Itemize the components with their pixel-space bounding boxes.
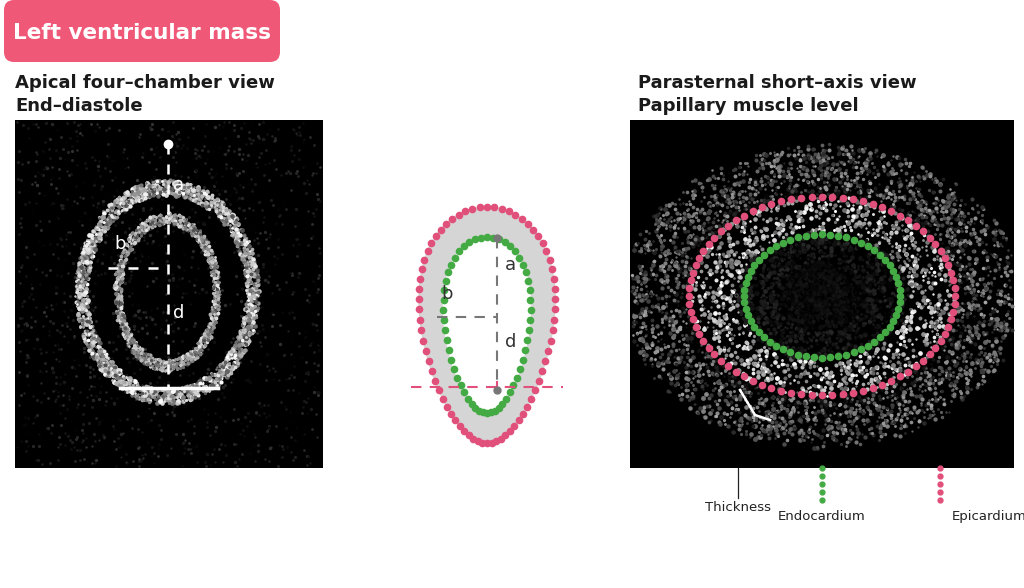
Polygon shape (443, 237, 530, 413)
Text: b: b (441, 285, 453, 303)
Bar (630, 120, 1014, 468)
Polygon shape (419, 207, 555, 443)
Text: a: a (505, 256, 516, 274)
Text: Left ventricular mass: Left ventricular mass (13, 23, 271, 43)
Text: d: d (173, 304, 184, 322)
Text: b: b (114, 235, 126, 253)
Text: Parasternal short–axis view: Parasternal short–axis view (638, 74, 916, 92)
Text: Thickness: Thickness (705, 501, 771, 514)
Text: d: d (505, 333, 516, 351)
Text: a: a (173, 176, 184, 194)
Bar (15, 120, 323, 468)
Text: Endocardium: Endocardium (778, 510, 866, 523)
Text: Apical four–chamber view: Apical four–chamber view (15, 74, 274, 92)
Text: End–diastole: End–diastole (15, 97, 142, 115)
FancyBboxPatch shape (4, 0, 280, 62)
Text: Epicardium: Epicardium (952, 510, 1024, 523)
Text: Papillary muscle level: Papillary muscle level (638, 97, 859, 115)
